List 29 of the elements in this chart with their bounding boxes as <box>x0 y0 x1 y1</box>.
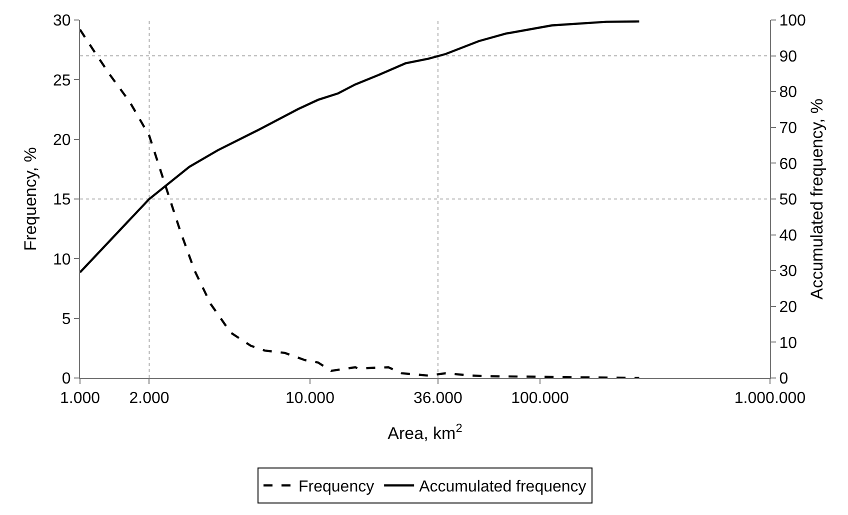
legend-label: Frequency <box>298 478 374 496</box>
x-tick-label: 1.000.000 <box>734 390 806 408</box>
y-tick-label: 15 <box>53 192 71 209</box>
x-tick-label: 1.000 <box>60 390 100 408</box>
y2-tick-label: 20 <box>779 299 798 316</box>
x-tick-label: 100.000 <box>511 390 570 408</box>
y2-tick-label: 70 <box>779 120 798 137</box>
y-tick-label: 0 <box>62 370 71 388</box>
y-tick-label: 25 <box>53 72 71 90</box>
y2-tick-label: 10 <box>779 334 798 352</box>
y-tick-label: 5 <box>62 310 71 328</box>
y2-axis-title: Accumulated frequency, % <box>808 98 826 300</box>
y2-tick-label: 60 <box>779 156 798 173</box>
x-tick-label: 10.000 <box>286 390 335 408</box>
y-tick-label: 20 <box>53 132 71 149</box>
y2-tick-label: 90 <box>779 48 798 66</box>
legend-label: Accumulated frequency <box>419 478 586 496</box>
y2-tick-label: 30 <box>779 263 798 280</box>
y-axis-title: Frequency, % <box>21 147 40 251</box>
y-tick-label: 10 <box>53 251 71 268</box>
y-tick-label: 30 <box>53 12 71 30</box>
y2-tick-label: 100 <box>779 12 806 30</box>
y2-tick-label: 0 <box>779 370 788 388</box>
y2-tick-label: 50 <box>779 192 798 209</box>
y2-tick-label: 40 <box>779 227 798 244</box>
x-tick-label: 36.000 <box>413 390 463 408</box>
x-tick-label: 2.000 <box>129 390 170 408</box>
x-axis-title: Area, km$^{2}$ <box>388 420 463 443</box>
y2-tick-label: 80 <box>779 84 798 102</box>
